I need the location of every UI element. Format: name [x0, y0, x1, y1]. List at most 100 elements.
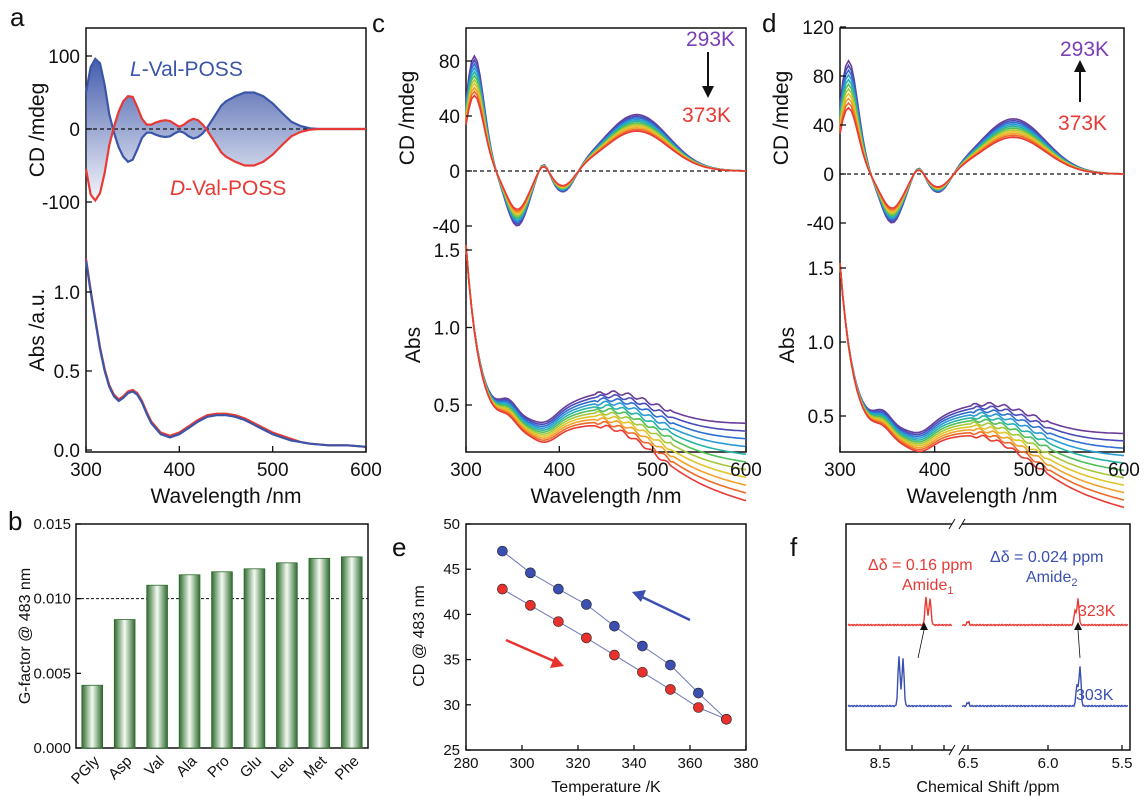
panel-a-xtick: 400	[163, 460, 195, 481]
bar-Val	[146, 584, 168, 749]
panel-e-xtick: 360	[677, 755, 702, 772]
panel-f-break-mark	[948, 518, 956, 530]
temp-label-323K: 323K	[1078, 603, 1116, 620]
panel-b-ytick: 0.010	[33, 591, 71, 608]
panel-f-break-top-gap	[952, 518, 962, 530]
panel-b-ylabel: G-factor @ 483 nm	[17, 568, 34, 704]
ytick-top: 120	[802, 18, 834, 39]
panel-e-ticks: 25 30 35 40 45 50 280 300 320 340 360 380	[443, 516, 758, 772]
ytick-bottom: 0.5	[434, 396, 460, 417]
line-heating	[502, 550, 727, 720]
panel-b-ytick: 0.000	[33, 740, 71, 757]
panel-a-bottom-ylabel: Abs /a.u.	[26, 289, 49, 372]
panel-label-a: a	[10, 2, 25, 32]
arrow-red	[505, 638, 557, 664]
series-D-Val-POSS-cd	[84, 95, 366, 203]
panel-b-xtick: Leu	[268, 753, 298, 783]
xtick: 400	[543, 460, 575, 481]
abs-series-9	[465, 245, 747, 494]
ytick-bottom: 0.5	[808, 407, 834, 428]
arrow-blue-head	[632, 590, 646, 602]
cd-series-6	[465, 78, 747, 217]
panel-f-break-mark	[948, 744, 956, 756]
panel-b-xtick: Val	[141, 753, 168, 780]
panel-a-top-ytick: -100	[42, 193, 80, 214]
panel-e-xtick: 340	[621, 755, 646, 772]
abs-series-2	[465, 245, 747, 440]
panel-c-bottom-ylabel: Abs	[402, 327, 425, 363]
panel-f-break-mark	[958, 518, 966, 530]
nmr-spectrum-323K	[847, 596, 1129, 627]
point-heating	[553, 583, 564, 595]
point-cooling	[553, 616, 564, 627]
xtick: 600	[1108, 460, 1140, 481]
point-cooling	[581, 632, 592, 644]
ytick-top: -40	[433, 217, 460, 238]
ytick-bottom: 1.5	[808, 259, 834, 280]
bar-Met	[308, 557, 331, 749]
point-cooling	[665, 684, 676, 695]
panel-f-xtick: 6.0	[1038, 755, 1059, 772]
ytick-bottom: 1.0	[434, 319, 460, 340]
abs-series-6	[465, 245, 747, 471]
abs-series-1	[465, 245, 747, 432]
temp-label-303K: 303K	[1076, 687, 1114, 704]
abs-series-4	[839, 263, 1125, 464]
abs-series-10	[839, 263, 1125, 509]
shift-arrow-amide1-head	[920, 622, 928, 630]
abs-series-7	[465, 245, 747, 479]
panel-c-curves	[465, 54, 747, 502]
ytick-top: 0	[449, 162, 460, 183]
abs-series-10	[465, 245, 747, 502]
series-L-Val-POSS-cd	[84, 57, 366, 164]
bar-PGly	[81, 684, 104, 749]
abs-series-9	[839, 263, 1125, 501]
panel-f: Δδ = 0.16 ppm Amide1 Δδ = 0.024 ppm Amid…	[845, 518, 1132, 796]
panel-b-xtick: Phe	[332, 753, 363, 784]
panel-a-bottom-yticks: 0.0 0.5 1.0	[54, 283, 92, 462]
panel-label-f: f	[790, 532, 798, 562]
panel-d-temp-high: 293K	[1060, 38, 1109, 61]
panel-b-xtick: Pro	[204, 753, 233, 782]
panel-label-d: d	[762, 8, 776, 38]
ytick-top: 40	[439, 107, 460, 128]
panel-e-xtick: 300	[509, 755, 534, 772]
panel-e-ytick: 25	[443, 742, 460, 759]
ytick-top: 0	[823, 165, 834, 186]
point-cooling	[637, 666, 648, 678]
panel-e: 25 30 35 40 45 50 280 300 320 340 360 380 CD @ 483 …	[411, 516, 759, 796]
xtick: 300	[824, 460, 856, 481]
panel-a-bottom-ytick: 1.0	[54, 283, 80, 304]
nmr-spectrum-303K	[847, 656, 1129, 708]
point-heating	[693, 687, 704, 699]
bar-Pro	[211, 571, 233, 749]
panel-b: 0.000 0.005 0.010 0.015 PGly Asp Val Ala Pro Glu L…	[17, 516, 369, 788]
point-cooling	[497, 583, 508, 595]
panel-b-ytick: 0.005	[33, 665, 71, 682]
panel-b-xtick: Met	[300, 752, 330, 782]
point-heating	[525, 567, 536, 579]
panel-e-ytick: 35	[443, 652, 460, 669]
point-heating	[609, 620, 620, 632]
panel-a-fill-area	[86, 58, 366, 201]
point-cooling	[525, 600, 536, 611]
series-L-abs	[84, 260, 367, 448]
panel-f-xtick: 6.5	[958, 755, 979, 772]
ytick-top: 80	[813, 67, 834, 88]
abs-series-2	[839, 263, 1125, 449]
ytick-bottom: 1.5	[434, 241, 460, 262]
ytick-top: -40	[807, 214, 834, 235]
xtick: 300	[450, 460, 482, 481]
panel-f-frame	[845, 523, 1131, 751]
panel-d-xlabel: Wavelength /nm	[907, 485, 1058, 508]
panel-e-ytick: 50	[443, 516, 460, 533]
amide2-label: Amide2	[1026, 569, 1077, 589]
panel-e-xtick: 280	[453, 755, 478, 772]
shift-arrow-amide2-head	[1074, 622, 1082, 630]
panel-e-frame	[465, 523, 747, 751]
xtick: 400	[919, 460, 951, 481]
xtick: 500	[1013, 460, 1045, 481]
xtick: 500	[637, 460, 669, 481]
